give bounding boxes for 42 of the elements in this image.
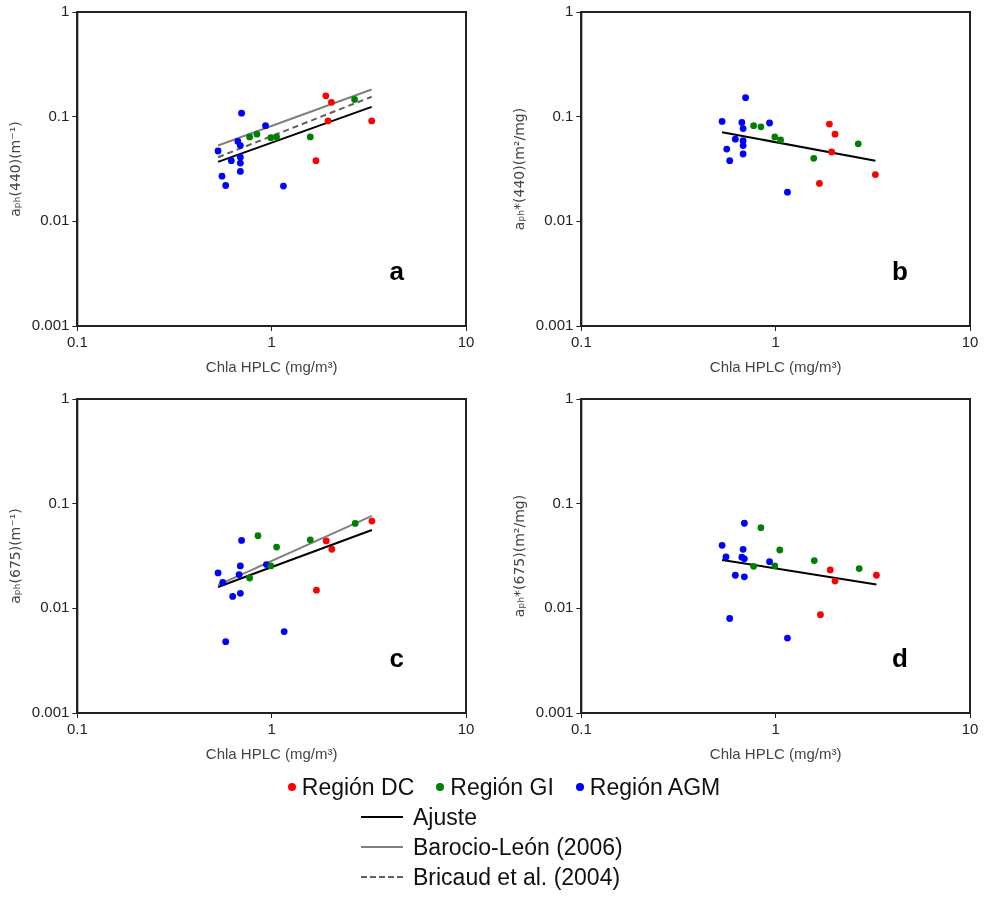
y-tick-label: 1 — [60, 389, 70, 407]
y-tick-label: 0.1 — [552, 493, 574, 511]
y-axis-title: aₚₕ(440)(m⁻¹) — [7, 121, 24, 217]
x-tick-label: 10 — [457, 333, 475, 351]
x-tick-label: 1 — [771, 333, 780, 351]
legend-label: Región AGM — [588, 773, 721, 801]
x-tick-label: 10 — [961, 720, 979, 738]
y-tick-label: 0.1 — [552, 106, 574, 124]
y-tick-label: 0.01 — [544, 211, 574, 229]
x-tick-label: 10 — [457, 720, 475, 738]
y-axis-title: aₚₕ(675)(m⁻¹) — [7, 508, 24, 604]
y-tick-label: 1 — [60, 2, 70, 20]
annotation: b — [892, 256, 908, 287]
y-tick-label: 1 — [564, 2, 574, 20]
y-axis-title: aₚₕ*(675)(m²/mg) — [511, 494, 528, 618]
legend-label: Región DC — [300, 773, 415, 801]
y-tick-label: 1 — [564, 389, 574, 407]
legend-label: Región GI — [449, 773, 554, 801]
annotation: c — [389, 643, 404, 674]
y-tick-label: 0.01 — [40, 211, 70, 229]
x-tick-label: 1 — [267, 333, 276, 351]
y-tick-label: 0.1 — [48, 493, 70, 511]
y-tick-label: 0.01 — [544, 598, 574, 616]
x-tick-label: 1 — [771, 720, 780, 738]
x-tick-label: 1 — [267, 720, 276, 738]
y-tick-label: 0.001 — [535, 316, 574, 334]
y-tick-label: 0.01 — [40, 598, 70, 616]
annotation: d — [892, 643, 908, 674]
y-tick-label: 0.1 — [48, 106, 70, 124]
legend-label: Bricaud et al. (2004) — [412, 863, 622, 891]
x-axis-title: Chla HPLC (mg/m³) — [709, 745, 842, 763]
x-axis-title: Chla HPLC (mg/m³) — [205, 358, 338, 376]
y-tick-label: 0.001 — [535, 703, 574, 721]
legend-label: Ajuste — [412, 803, 478, 831]
x-tick-label: 10 — [961, 333, 979, 351]
x-axis-title: Chla HPLC (mg/m³) — [205, 745, 338, 763]
y-tick-label: 0.001 — [31, 703, 70, 721]
legend-label: Barocio-León (2006) — [412, 833, 624, 861]
annotation: a — [389, 256, 405, 287]
y-axis-title: aₚₕ*(440)(m²/mg) — [511, 107, 528, 231]
y-tick-label: 0.001 — [31, 316, 70, 334]
x-axis-title: Chla HPLC (mg/m³) — [709, 358, 842, 376]
